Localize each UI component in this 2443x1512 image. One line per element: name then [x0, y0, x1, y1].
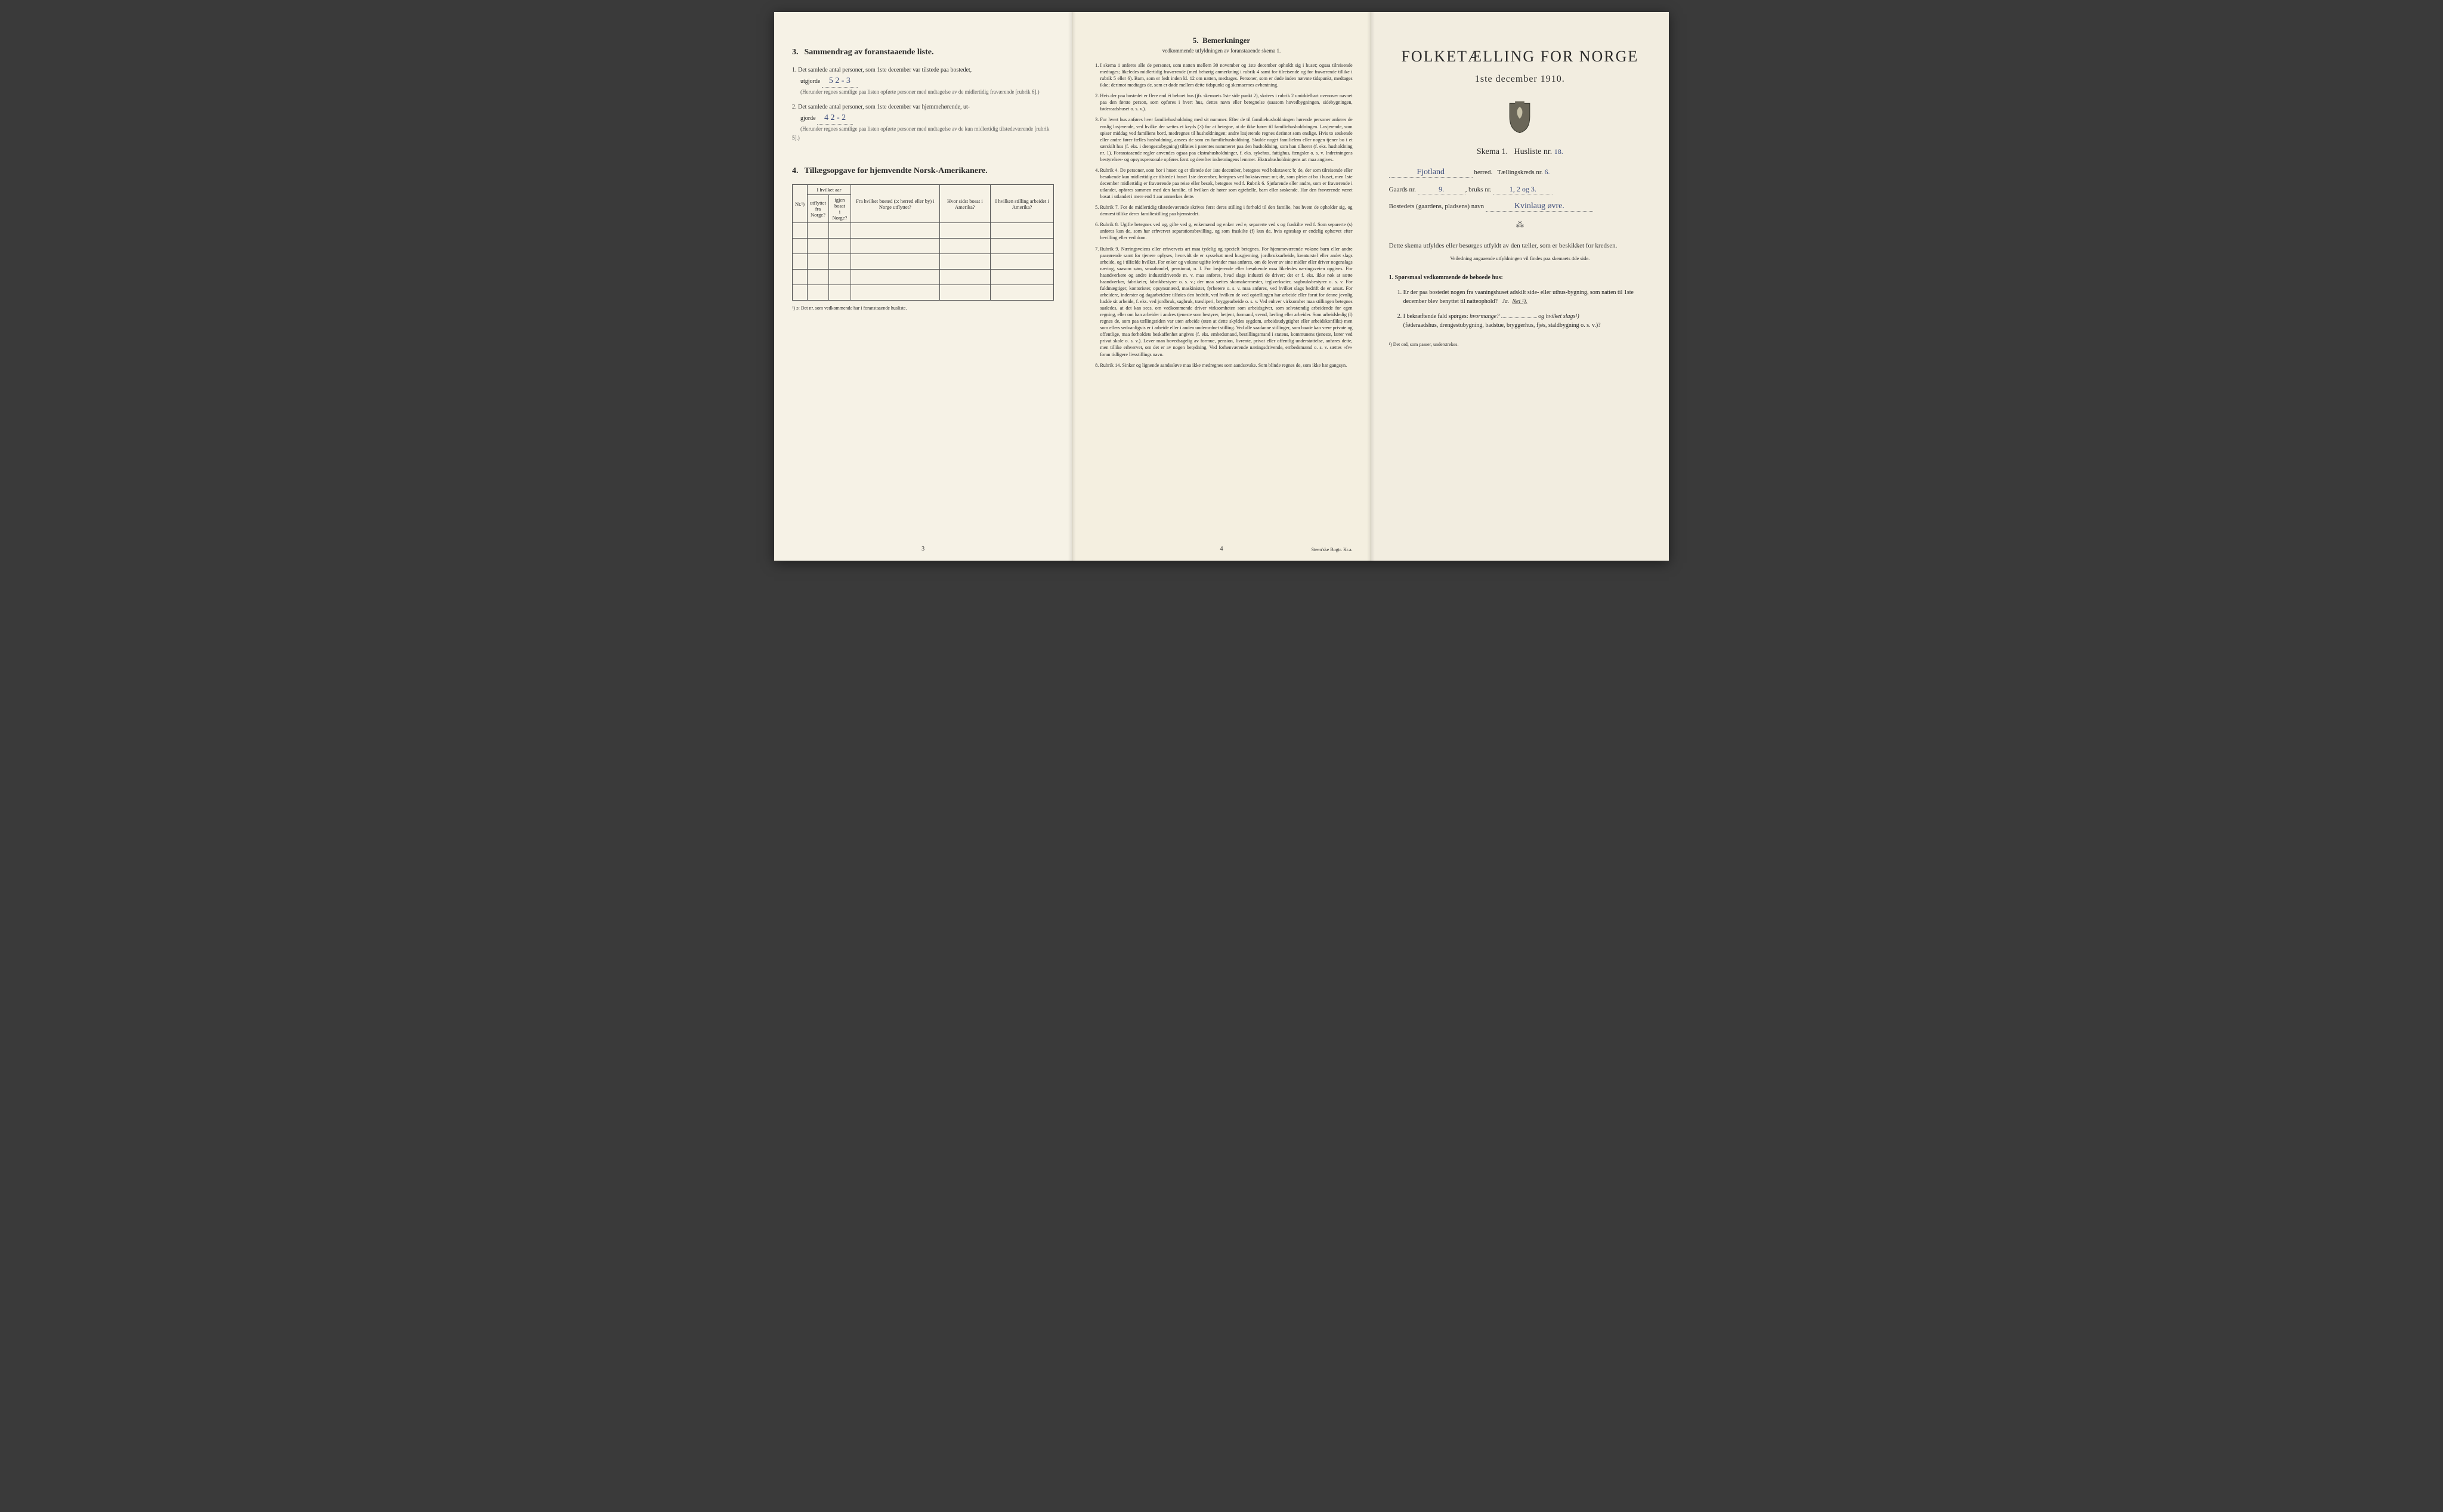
- printer-credit: Steen'ske Bogtr. Kr.a.: [1311, 547, 1352, 552]
- bem-item: Rubrik 8. Ugifte betegnes ved ug, gifte …: [1100, 221, 1352, 241]
- col-aar-group: I hvilket aar: [808, 185, 851, 195]
- col-nr: Nr.¹): [793, 185, 808, 223]
- col-utflyttet: utflyttetfraNorge?: [808, 195, 829, 223]
- herred-hand: Fjotland: [1389, 168, 1473, 178]
- bem-item: I skema 1 anføres alle de personer, som …: [1100, 62, 1352, 88]
- amerikanere-table: Nr.¹) I hvilket aar Fra hvilket bosted (…: [792, 184, 1054, 301]
- tkreds-hand: 6.: [1544, 168, 1550, 176]
- bemerkninger-list: I skema 1 anføres alle de personer, som …: [1100, 62, 1352, 369]
- col-bosted: Fra hvilket bosted (ɔ: herred eller by) …: [851, 185, 939, 223]
- questions-list: Er der paa bostedet nogen fra vaaningshu…: [1403, 288, 1651, 330]
- section-5-sub: vedkommende utfyldningen av foranstaaend…: [1090, 48, 1352, 54]
- bem-item: Hvis der paa bostedet er flere end ét be…: [1100, 92, 1352, 112]
- bem-item: Rubrik 9. Næringsveiens eller erhvervets…: [1100, 246, 1352, 358]
- item-2: 2. Det samlede antal personer, som 1ste …: [792, 103, 1054, 143]
- handwritten-count-2: 4 2 - 2: [817, 112, 853, 125]
- section-3-heading: 3.Sammendrag av foranstaaende liste.: [792, 48, 1054, 57]
- question-1: Er der paa bostedet nogen fra vaaningshu…: [1403, 288, 1651, 306]
- bem-item: Rubrik 4. De personer, som bor i huset o…: [1100, 167, 1352, 200]
- gaards-hand: 9.: [1418, 185, 1465, 194]
- questions-heading: 1. Spørsmaal vedkommende de beboede hus:: [1389, 273, 1651, 282]
- instruction-text: Dette skema utfyldes eller besørges utfy…: [1389, 241, 1651, 252]
- bosted-line: Bostedets (gaardens, pladsens) navn Kvin…: [1389, 202, 1651, 212]
- husliste-nr-hand: 18.: [1554, 147, 1563, 156]
- bem-item: Rubrik 7. For de midlertidig tilstedevær…: [1100, 204, 1352, 217]
- skema-line: Skema 1. Husliste nr. 18.: [1389, 147, 1651, 157]
- page-number-3: 3: [921, 546, 924, 552]
- coat-of-arms-icon: [1389, 101, 1651, 137]
- col-stilling: I hvilken stilling arbeidet i Amerika?: [990, 185, 1053, 223]
- page-left: 3.Sammendrag av foranstaaende liste. 1. …: [774, 12, 1072, 561]
- census-title: FOLKETÆLLING FOR NORGE: [1389, 48, 1651, 66]
- gaards-line: Gaards nr. 9., bruks nr. 1, 2 og 3.: [1389, 185, 1651, 194]
- page-number-4: 4: [1220, 546, 1223, 552]
- section-5-heading: 5. Bemerkninger: [1090, 36, 1352, 45]
- ornament-icon: ⁂: [1389, 220, 1651, 230]
- herred-line: Fjotland herred. Tællingskreds nr. 6.: [1389, 168, 1651, 178]
- handwritten-count-1: 5 2 - 3: [822, 75, 858, 88]
- census-date: 1ste december 1910.: [1389, 74, 1651, 85]
- footnote-right: ¹) Det ord, som passer, understrekes.: [1389, 342, 1651, 347]
- section-4-heading: 4.Tillægsopgave for hjemvendte Norsk-Ame…: [792, 166, 1054, 176]
- nei-underlined: Nei ¹).: [1512, 298, 1527, 305]
- bosted-hand: Kvinlaug øvre.: [1486, 202, 1593, 212]
- item-1: 1. Det samlede antal personer, som 1ste …: [792, 66, 1054, 97]
- table-body: [793, 223, 1054, 301]
- question-2: I bekræftende fald spørges: hvormange? o…: [1403, 312, 1651, 330]
- col-igjen: igjenbosati Norge?: [828, 195, 851, 223]
- page-right: FOLKETÆLLING FOR NORGE 1ste december 191…: [1371, 12, 1669, 561]
- bem-item: Rubrik 14. Sinker og lignende aandssløve…: [1100, 362, 1352, 369]
- page-middle: 5. Bemerkninger vedkommende utfyldningen…: [1072, 12, 1371, 561]
- bem-item: For hvert hus anføres hver familiehushol…: [1100, 116, 1352, 162]
- bruks-hand: 1, 2 og 3.: [1493, 185, 1553, 194]
- col-amerika: Hvor sidst bosat i Amerika?: [939, 185, 990, 223]
- instruction-small: Veiledning angaaende utfyldningen vil fi…: [1389, 255, 1651, 261]
- document-spread: 3.Sammendrag av foranstaaende liste. 1. …: [774, 12, 1669, 561]
- table-footnote: ¹) ɔ: Det nr. som vedkommende har i fora…: [792, 305, 1054, 311]
